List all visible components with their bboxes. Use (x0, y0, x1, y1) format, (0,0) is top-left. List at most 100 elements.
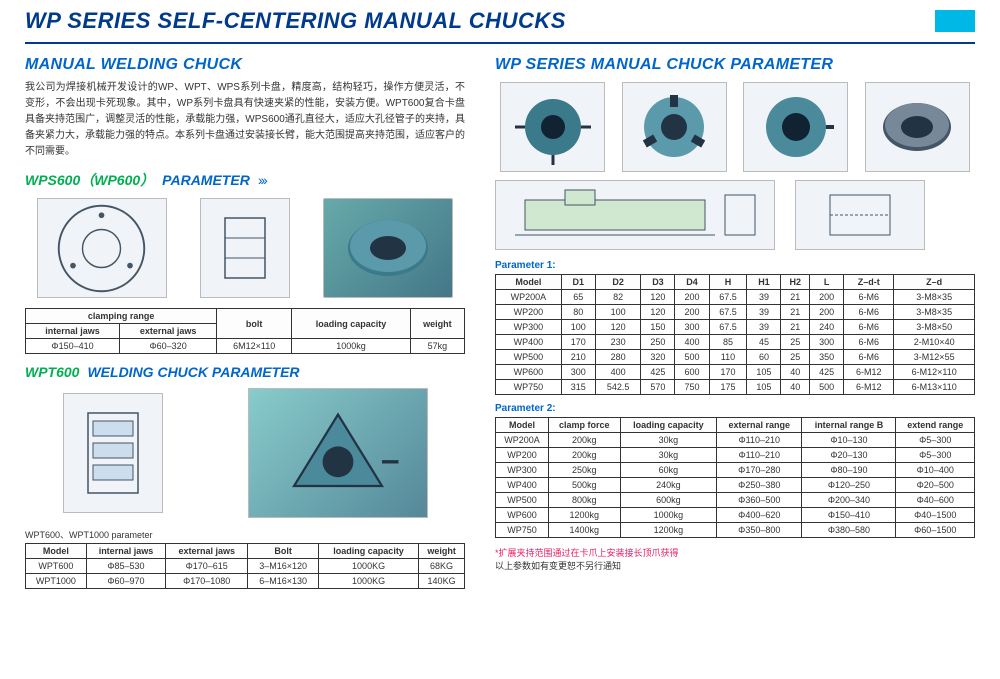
td: 1000KG (319, 574, 419, 589)
td: Φ5–300 (896, 448, 975, 463)
td: WP200 (496, 305, 562, 320)
wpt600-photo (248, 388, 428, 518)
td: Φ120–250 (802, 478, 896, 493)
td: 500 (810, 380, 844, 395)
th: D3 (641, 275, 675, 290)
td: 300 (561, 365, 595, 380)
td: WP400 (496, 335, 562, 350)
section-title-manual-welding: MANUAL WELDING CHUCK (25, 56, 465, 74)
td: Φ60–320 (120, 339, 217, 354)
th: H1 (747, 275, 781, 290)
td: Φ80–190 (802, 463, 896, 478)
td: 6–M16×130 (248, 574, 319, 589)
td: 105 (747, 365, 781, 380)
td: 140KG (419, 574, 465, 589)
td: 45 (747, 335, 781, 350)
td: 6-M6 (844, 335, 894, 350)
td: Φ20–130 (802, 448, 896, 463)
td: 40 (781, 365, 810, 380)
arrows-icon: ››› (258, 172, 266, 188)
td: WPT600 (26, 559, 87, 574)
wpt600-table: Model internal jaws external jaws Bolt l… (25, 543, 465, 589)
td: 6-M6 (844, 290, 894, 305)
td: 600kg (620, 493, 717, 508)
td: 1000KG (319, 559, 419, 574)
header-divider (25, 42, 975, 44)
wp-diagrams (495, 180, 975, 250)
td: Φ150–410 (26, 339, 120, 354)
td: WPT1000 (26, 574, 87, 589)
td: Φ350–800 (717, 523, 802, 538)
td: WP600 (496, 508, 549, 523)
td: Φ110–210 (717, 448, 802, 463)
td: WP750 (496, 523, 549, 538)
td: Φ200–340 (802, 493, 896, 508)
td: 21 (781, 305, 810, 320)
left-column: MANUAL WELDING CHUCK 我公司为焊接机械开发设计的WP、WPT… (25, 56, 465, 597)
td: WP200A (496, 290, 562, 305)
td: 21 (781, 290, 810, 305)
td: 240kg (620, 478, 717, 493)
footnote: *扩展夹持范围通过在卡爪上安装接长顶爪获得 以上参数如有变更恕不另行通知 (495, 546, 975, 572)
td: 3–M16×120 (248, 559, 319, 574)
th: L (810, 275, 844, 290)
td: WP600 (496, 365, 562, 380)
wp-photo-4 (865, 82, 970, 172)
wpt600-label: WPT600 (25, 364, 79, 380)
td: 39 (747, 290, 781, 305)
td: 120 (641, 305, 675, 320)
chinese-description: 我公司为焊接机械开发设计的WP、WPT、WPS系列卡盘，精度高，结构轻巧，操作方… (25, 80, 465, 160)
parameter-2-table: Modelclamp forceloading capacityexternal… (495, 417, 975, 538)
td: 210 (561, 350, 595, 365)
td: 1000kg (620, 508, 717, 523)
th-loading: loading capacity (292, 309, 411, 339)
td: 500kg (548, 478, 620, 493)
td: 40 (781, 380, 810, 395)
td: 570 (641, 380, 675, 395)
td: 300 (675, 320, 709, 335)
wpt600-drawing (63, 393, 163, 513)
footnote-highlight: *扩展夹持范围通过在卡爪上安装接长顶爪获得 (495, 548, 679, 558)
td: 68KG (419, 559, 465, 574)
td: Φ10–130 (802, 433, 896, 448)
td: Φ110–210 (717, 433, 802, 448)
th: Model (496, 275, 562, 290)
td: Φ170–615 (166, 559, 248, 574)
th: external range (717, 418, 802, 433)
td: Φ20–500 (896, 478, 975, 493)
page-title: WP SERIES SELF-CENTERING MANUAL CHUCKS (25, 8, 935, 34)
td: WP500 (496, 493, 549, 508)
td: 800kg (548, 493, 620, 508)
wps600-table: clamping range bolt loading capacity wei… (25, 308, 465, 354)
td: 6-M13×110 (894, 380, 975, 395)
footnote-note: 以上参数如有变更恕不另行通知 (495, 561, 621, 571)
th-external-jaws: external jaws (120, 324, 217, 339)
td: Φ10–400 (896, 463, 975, 478)
th: internal range B (802, 418, 896, 433)
td: WP300 (496, 463, 549, 478)
th: Z–d-t (844, 275, 894, 290)
th-clamping-range: clamping range (26, 309, 217, 324)
td: 6-M12 (844, 365, 894, 380)
td: 400 (675, 335, 709, 350)
wp-section-diagram (495, 180, 775, 250)
th: loading capacity (319, 544, 419, 559)
td: 110 (709, 350, 747, 365)
td: 200kg (548, 433, 620, 448)
td: 85 (709, 335, 747, 350)
td: 1400kg (548, 523, 620, 538)
wps600-parameter-heading: WPS600（WP600） PARAMETER ››› (25, 170, 465, 190)
td: 100 (595, 305, 641, 320)
td: 3-M12×55 (894, 350, 975, 365)
td: Φ150–410 (802, 508, 896, 523)
wp-photo-2 (622, 82, 727, 172)
td: 6-M12 (844, 380, 894, 395)
td: 30kg (620, 448, 717, 463)
th-bolt: bolt (217, 309, 292, 339)
wps600-images-row (25, 198, 465, 298)
wps600-photo (323, 198, 453, 298)
td: 400 (595, 365, 641, 380)
td: Φ170–280 (717, 463, 802, 478)
th: external jaws (166, 544, 248, 559)
td: 6-M6 (844, 305, 894, 320)
